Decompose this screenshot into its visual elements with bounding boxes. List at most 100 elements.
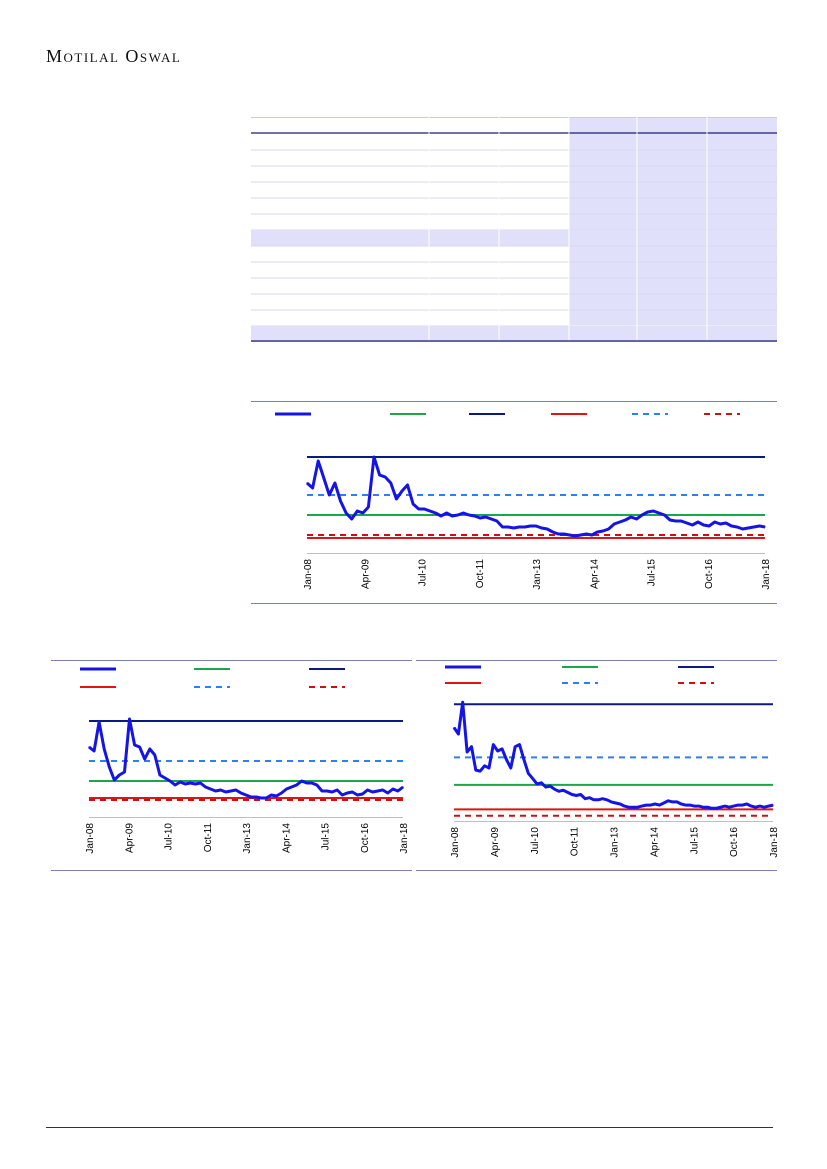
data-point (747, 527, 749, 529)
data-point (485, 516, 487, 518)
data-point (194, 783, 196, 785)
data-point (585, 533, 587, 535)
data-point (312, 487, 314, 489)
data-point (356, 510, 358, 512)
x-tick-label: Jan-13 (242, 823, 253, 854)
data-point (706, 806, 709, 808)
data-point (691, 524, 693, 526)
data-point (711, 807, 713, 809)
data-point (397, 790, 399, 792)
data-point (608, 528, 610, 530)
data-point (384, 476, 386, 478)
data-point (584, 798, 586, 800)
data-point (323, 477, 325, 479)
data-point (708, 525, 710, 527)
data-point (624, 519, 626, 521)
data-point (529, 525, 531, 527)
data-point (265, 797, 267, 799)
data-point (159, 774, 161, 776)
data-point (768, 805, 770, 807)
data-point (507, 526, 509, 528)
data-point (552, 531, 554, 533)
data-point (446, 512, 448, 514)
data-point (541, 527, 543, 529)
data-point (514, 746, 516, 748)
data-point (758, 525, 760, 527)
data-point (336, 789, 338, 791)
x-tick-label: Oct-11 (570, 827, 581, 857)
data-point (518, 526, 520, 528)
data-point (505, 758, 507, 761)
data-point (306, 482, 308, 484)
valuation-chart-right: Jan-08 Apr-09 Jul-10 Oct-11 Jan-13 Apr-14 Jul-… (416, 660, 777, 871)
x-tick-label: Jul-15 (321, 823, 332, 851)
x-tick-label: Jan-18 (761, 559, 772, 590)
data-point (457, 514, 459, 516)
data-point (703, 524, 705, 526)
valuation-table-grid (251, 117, 777, 343)
table-section-band (251, 326, 777, 342)
data-point (377, 790, 379, 792)
x-tick-label: Apr-09 (490, 827, 501, 857)
data-point (689, 804, 691, 806)
x-tick-label: Jul-10 (418, 559, 429, 587)
data-point (440, 515, 442, 517)
data-point (715, 807, 717, 809)
data-point (686, 522, 688, 524)
data-point (663, 514, 666, 516)
data-point (518, 744, 521, 746)
data-point (250, 796, 252, 798)
valuation-chart-main-svg: Jan-08 Apr-09 Jul-10 Oct-11 Jan-13 Apr-14 Jul-… (275, 412, 772, 590)
data-point (402, 786, 404, 788)
data-point (366, 789, 369, 791)
data-point (301, 780, 303, 782)
data-point (372, 791, 374, 793)
data-point (341, 794, 343, 796)
data-point (496, 520, 498, 522)
data-point (339, 500, 342, 502)
x-tick-label: Jul-10 (530, 827, 541, 855)
data-point (362, 512, 364, 514)
data-point (571, 793, 573, 796)
data-point (647, 511, 649, 513)
data-point (123, 771, 126, 773)
data-point (174, 784, 176, 786)
data-point (490, 518, 492, 520)
x-tick-label: Apr-14 (649, 827, 660, 857)
data-point (429, 510, 431, 512)
data-point (260, 797, 262, 799)
data-point (215, 790, 217, 792)
x-tick-label: Jan-18 (769, 827, 777, 858)
data-point (641, 514, 643, 516)
data-point (602, 530, 604, 532)
data-point (103, 748, 105, 750)
data-point (488, 767, 490, 769)
table-shaded-columns (569, 117, 777, 325)
x-tick-label: Oct-16 (729, 827, 740, 857)
data-point (321, 790, 323, 792)
data-point (741, 804, 743, 806)
data-point (650, 804, 652, 806)
data-point (772, 804, 774, 806)
x-tick-label: Oct-11 (203, 823, 214, 853)
data-point (462, 701, 464, 703)
data-point (199, 782, 201, 784)
valuation-chart-left-svg: Jan-08 Apr-09 Jul-10 Oct-11 Jan-13 Apr-14 Jul-… (80, 667, 410, 854)
data-point (240, 792, 242, 794)
data-point (280, 792, 283, 794)
data-point (317, 460, 319, 462)
data-point (108, 766, 110, 768)
data-point (179, 781, 181, 783)
x-tick-label: Oct-16 (704, 559, 715, 589)
data-point (628, 806, 630, 808)
data-point (453, 727, 455, 729)
data-point (671, 801, 674, 803)
data-point (527, 772, 529, 774)
data-point (580, 793, 582, 796)
data-point (98, 721, 100, 723)
data-point (636, 806, 639, 808)
data-point (558, 790, 560, 792)
data-point (189, 782, 191, 784)
data-point (255, 796, 257, 798)
data-point (113, 779, 115, 781)
